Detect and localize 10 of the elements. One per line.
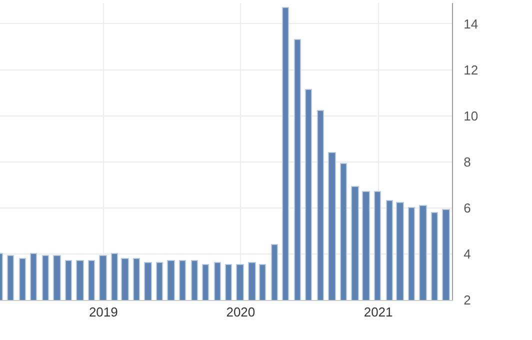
y-tick-label: 10 <box>464 108 478 124</box>
y-tick-label: 4 <box>464 246 471 262</box>
y-tick-label: 14 <box>464 16 478 32</box>
x-tick-label: 2019 <box>88 304 118 320</box>
y-tick-label: 12 <box>464 62 478 78</box>
y-tick-label: 6 <box>464 200 471 216</box>
y-tick-label: 8 <box>464 154 471 170</box>
y-tick-label: 2 <box>464 292 471 308</box>
x-tick-label: 2021 <box>364 304 393 320</box>
x-tick-label: 2020 <box>226 304 256 320</box>
